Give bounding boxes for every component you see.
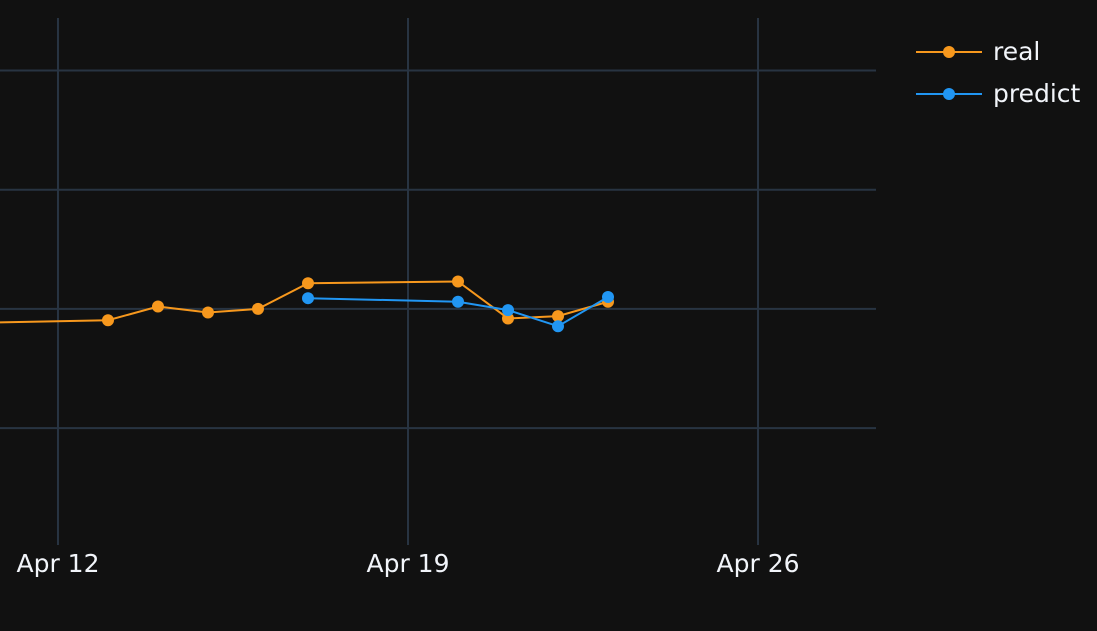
legend-marker	[943, 88, 955, 100]
x-tick-label: Apr 26	[717, 549, 800, 578]
legend: real predict	[916, 37, 1081, 108]
legend-label: real	[993, 37, 1040, 66]
series-marker	[602, 291, 615, 303]
series-marker	[301, 277, 314, 290]
x-tick-label: Apr 12	[16, 549, 99, 578]
legend-label: predict	[993, 79, 1081, 108]
series-marker	[552, 310, 565, 323]
plot-area	[0, 275, 615, 333]
series-marker	[201, 306, 214, 319]
series-marker	[552, 320, 565, 333]
series-marker	[101, 314, 114, 327]
legend-marker	[943, 46, 955, 58]
series-marker	[502, 304, 515, 317]
series-marker	[502, 312, 515, 325]
series-marker	[452, 295, 465, 308]
series-marker	[151, 300, 164, 313]
x-tick-label: Apr 19	[366, 549, 449, 578]
series-marker	[251, 302, 264, 315]
series-marker	[452, 275, 465, 288]
series-marker	[301, 292, 314, 305]
